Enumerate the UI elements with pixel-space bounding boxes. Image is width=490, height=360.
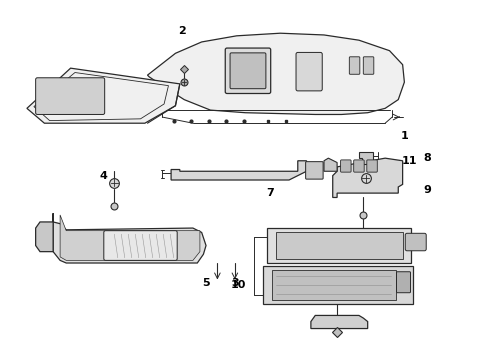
Text: 4: 4 — [100, 171, 108, 181]
FancyBboxPatch shape — [104, 231, 177, 260]
Polygon shape — [147, 33, 404, 114]
Polygon shape — [271, 270, 395, 300]
FancyBboxPatch shape — [36, 78, 105, 114]
Polygon shape — [27, 68, 180, 123]
Polygon shape — [333, 158, 403, 198]
Polygon shape — [60, 215, 200, 260]
Polygon shape — [263, 266, 413, 304]
Polygon shape — [267, 228, 412, 263]
FancyBboxPatch shape — [354, 160, 364, 172]
Text: 9: 9 — [423, 185, 431, 195]
Text: 11: 11 — [402, 156, 417, 166]
FancyBboxPatch shape — [488, 177, 490, 209]
Text: 5: 5 — [202, 278, 210, 288]
Text: 10: 10 — [231, 280, 246, 290]
Polygon shape — [53, 213, 206, 263]
FancyBboxPatch shape — [296, 53, 322, 91]
Polygon shape — [171, 161, 307, 180]
Text: 7: 7 — [266, 188, 274, 198]
Polygon shape — [311, 315, 368, 329]
Text: 8: 8 — [423, 153, 431, 163]
FancyBboxPatch shape — [230, 53, 266, 89]
Polygon shape — [324, 158, 337, 171]
Text: 2: 2 — [178, 26, 186, 36]
Polygon shape — [276, 233, 403, 258]
Polygon shape — [36, 222, 53, 252]
FancyBboxPatch shape — [306, 162, 323, 179]
Text: 1: 1 — [400, 131, 408, 141]
FancyBboxPatch shape — [349, 57, 360, 74]
Text: 3: 3 — [231, 278, 239, 288]
FancyBboxPatch shape — [225, 48, 270, 94]
Polygon shape — [359, 152, 373, 164]
FancyBboxPatch shape — [363, 57, 374, 74]
FancyBboxPatch shape — [367, 160, 377, 172]
FancyBboxPatch shape — [341, 160, 351, 172]
FancyBboxPatch shape — [396, 272, 411, 293]
FancyBboxPatch shape — [405, 233, 426, 251]
Text: 12: 12 — [332, 319, 347, 329]
FancyBboxPatch shape — [484, 173, 490, 213]
